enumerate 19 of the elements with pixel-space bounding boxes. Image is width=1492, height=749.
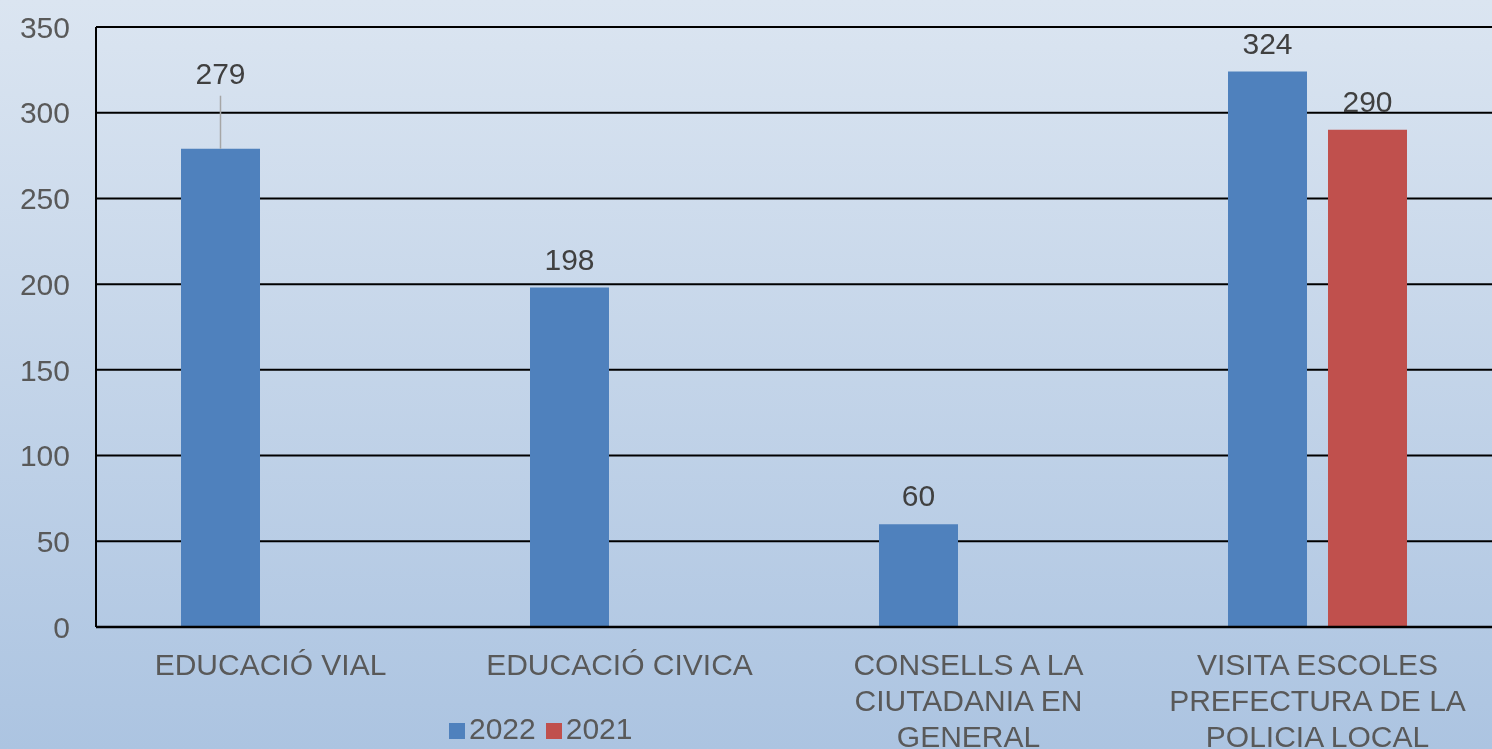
x-tick-label: EDUCACIÓ CIVICA <box>486 648 753 681</box>
data-label: 279 <box>195 56 246 90</box>
y-tick-label: 250 <box>19 182 70 216</box>
x-tick-label: EDUCACIÓ VIAL <box>154 648 387 681</box>
y-tick-label: 0 <box>53 610 70 644</box>
legend-label: 2022 <box>469 712 536 745</box>
y-tick-label: 350 <box>19 10 70 44</box>
y-tick-label: 150 <box>19 353 70 387</box>
x-tick-label: VISITA ESCOLES PREFECTURA DE LA POLICIA LOCAL <box>1169 648 1466 749</box>
x-tick-label: CONSELLS A LA CIUTADANIA EN GENERAL <box>853 648 1084 749</box>
data-label: 290 <box>1342 84 1393 118</box>
y-tick-label: 200 <box>19 267 70 301</box>
y-tick-label: 100 <box>19 439 70 473</box>
legend-label: 2021 <box>565 712 633 745</box>
data-label: 198 <box>544 242 595 276</box>
data-label: 60 <box>901 479 936 513</box>
data-label: 324 <box>1242 26 1293 60</box>
y-tick-label: 300 <box>19 96 70 130</box>
y-tick-label: 50 <box>36 524 70 558</box>
